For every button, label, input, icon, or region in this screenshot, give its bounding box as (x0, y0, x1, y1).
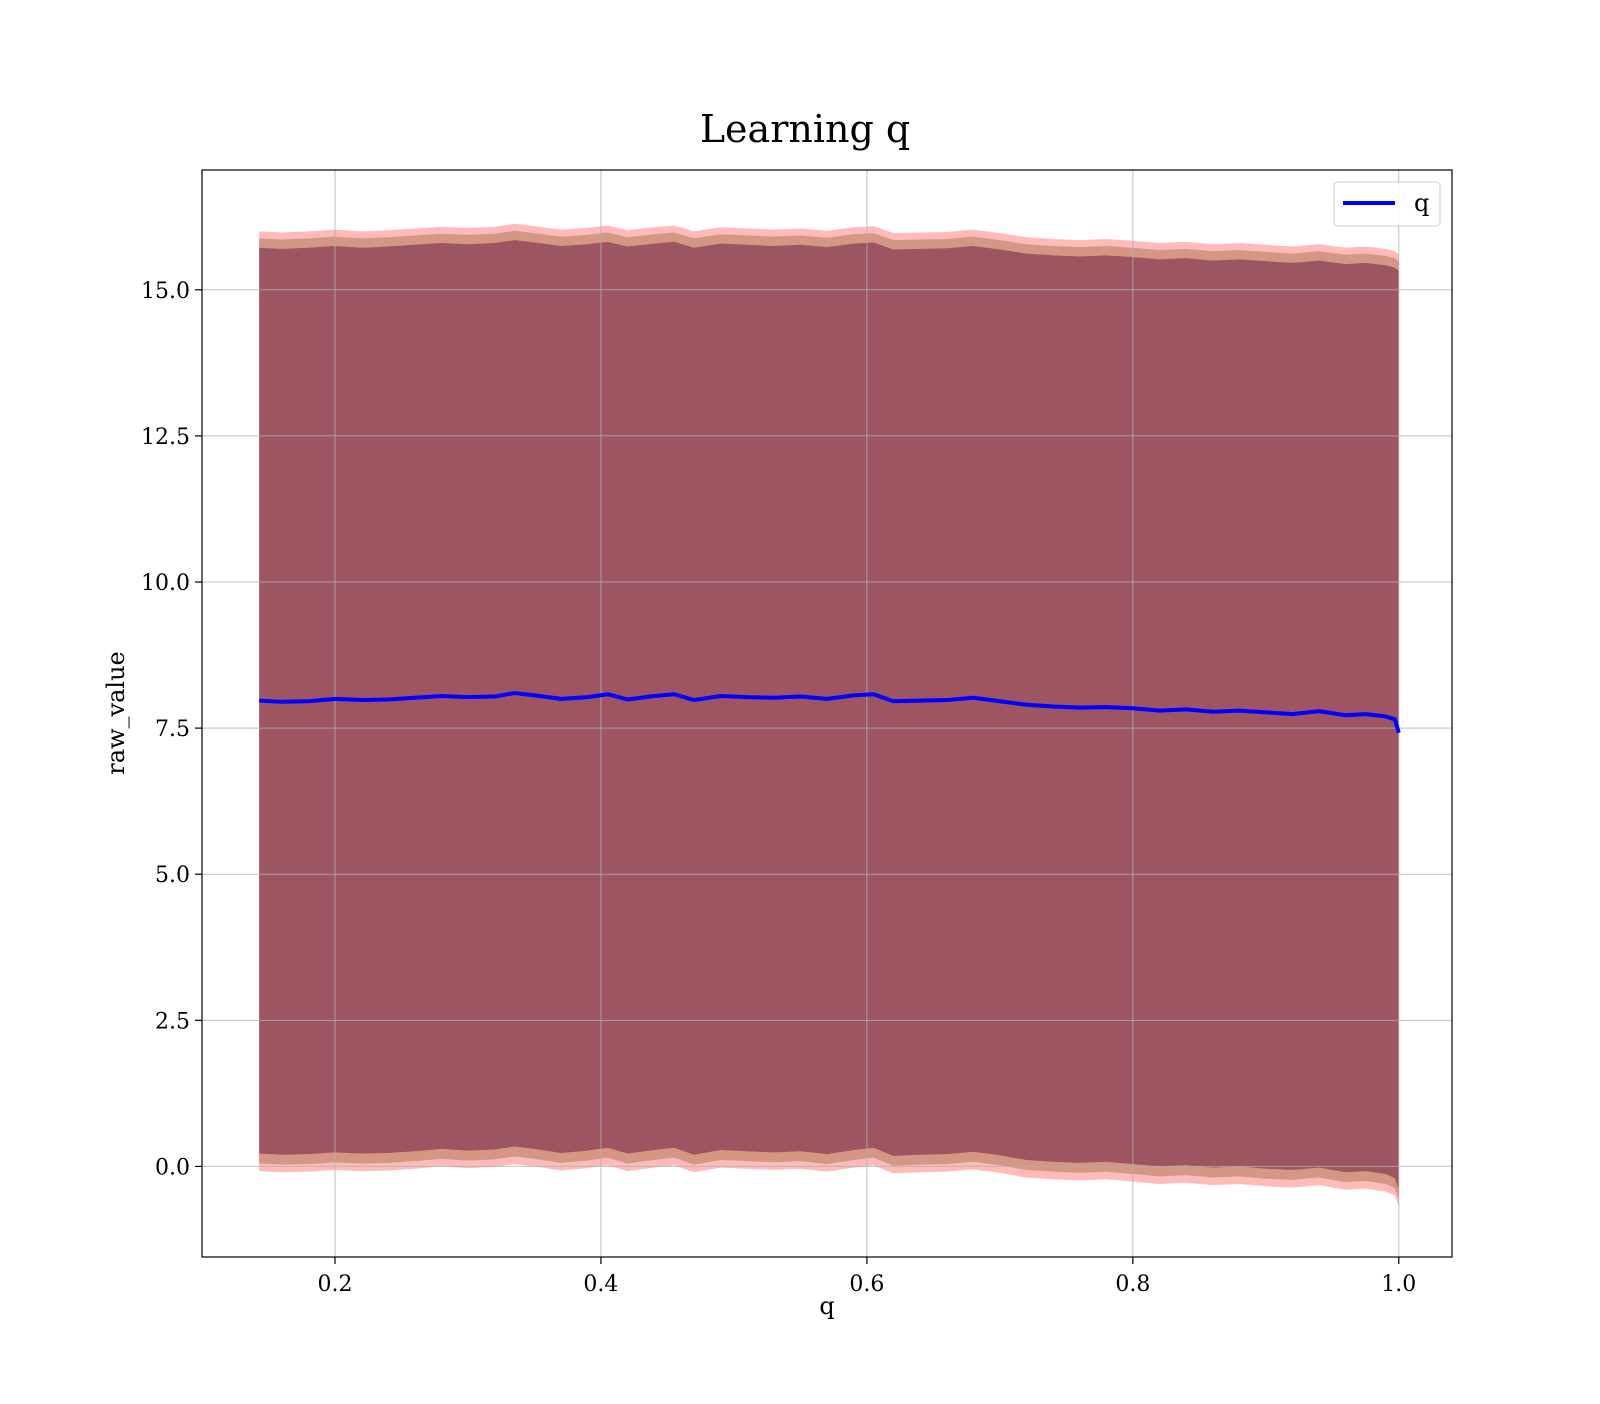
y-tick-label: 0.0 (155, 1155, 190, 1180)
y-axis-label: raw_value (102, 651, 130, 775)
legend: q (1333, 181, 1441, 227)
legend-label-q: q (1414, 189, 1429, 217)
y-tick-label: 15.0 (141, 279, 190, 304)
y-tick-label: 2.5 (155, 1009, 190, 1034)
x-axis-label: q (819, 1292, 834, 1320)
series-line-q (259, 691, 1401, 734)
x-axis-ticks: 0.2 0.4 0.6 0.8 1.0 (317, 1257, 1416, 1297)
band-3 (259, 240, 1399, 1190)
y-axis-ticks: 0.0 2.5 5.0 7.5 10.0 12.5 15.0 (141, 279, 202, 1180)
x-tick-label: 0.2 (317, 1272, 352, 1297)
y-tick-label: 12.5 (141, 425, 190, 450)
confidence-bands (259, 223, 1399, 1208)
series-lines (259, 691, 1401, 734)
y-tick-label: 10.0 (141, 571, 190, 596)
x-tick-label: 0.8 (1115, 1272, 1150, 1297)
plot-frame (201, 169, 1453, 1258)
y-tick-label: 5.0 (155, 863, 190, 888)
x-tick-label: 0.4 (583, 1272, 618, 1297)
y-tick-label: 7.5 (155, 717, 190, 742)
x-tick-label: 0.6 (849, 1272, 884, 1297)
grid-lines (202, 170, 1452, 1257)
x-tick-label: 1.0 (1381, 1272, 1416, 1297)
chart-title: Learning q (700, 107, 910, 151)
